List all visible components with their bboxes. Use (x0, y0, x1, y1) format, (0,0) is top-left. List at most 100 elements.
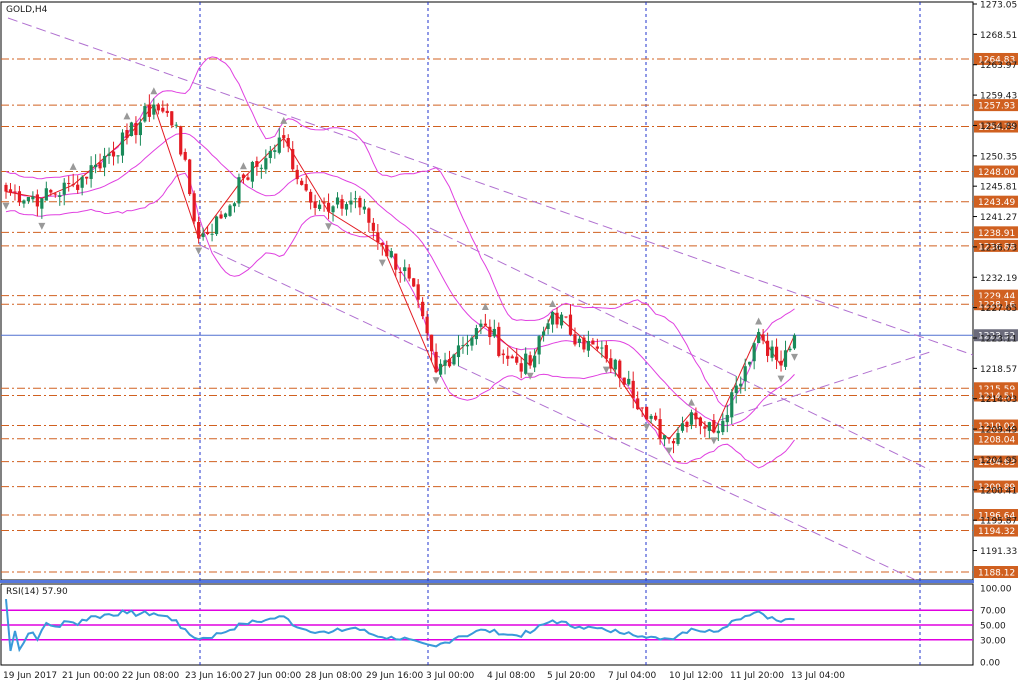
price-tick-label: 1245.81 (980, 183, 1017, 193)
candle-body (291, 149, 295, 170)
candle-body (371, 222, 375, 231)
candle-body (761, 334, 765, 341)
fractal-up-marker (481, 302, 489, 310)
current-price-label: 1223.52 (978, 332, 1015, 342)
bollinger-middle (5, 132, 795, 427)
candle-body (783, 350, 788, 367)
candle-body (658, 419, 662, 439)
level-label: 1204.63 (978, 458, 1015, 468)
price-tick-label: 1254.89 (980, 122, 1017, 132)
candle-body (474, 328, 478, 340)
candle-body (125, 130, 129, 139)
level-label-bg (974, 566, 1018, 578)
main-plot-area (0, 1, 974, 581)
fractal-up-marker (123, 112, 131, 120)
candle-body (416, 284, 420, 300)
candle-body (483, 323, 487, 326)
level-label-bg (974, 480, 1018, 493)
fractal-down-marker (432, 377, 440, 385)
candle-body (67, 183, 71, 185)
candle-body (197, 221, 201, 239)
candle-body (627, 378, 631, 385)
trend-line[interactable] (7, 17, 974, 356)
candle-body (385, 245, 389, 257)
candle-body (573, 334, 577, 345)
candle-body (129, 122, 134, 137)
candle-body (636, 398, 640, 410)
level-label: 1257.93 (978, 102, 1015, 112)
candle-body (600, 347, 604, 349)
level-label-bg (974, 455, 1018, 468)
candle-body (734, 385, 738, 394)
candle-body (8, 189, 13, 193)
candle-body (62, 182, 66, 195)
level-label-bg (974, 509, 1018, 522)
fractal-up-marker (150, 87, 158, 95)
candle-body (676, 433, 680, 444)
candle-body (102, 155, 107, 168)
candle-body (492, 328, 496, 337)
candle-body (519, 363, 523, 372)
candle-body (407, 267, 411, 279)
rsi-tick-label: 70.00 (980, 607, 1006, 617)
fractal-down-marker (777, 375, 785, 383)
candle-body (40, 198, 44, 209)
candle-body (667, 437, 671, 440)
candle-body (143, 106, 147, 122)
trend-line[interactable] (199, 244, 921, 583)
candle-body (237, 177, 241, 204)
level-label: 1228.16 (978, 301, 1015, 311)
candle-body (443, 360, 447, 366)
level-label-bg (974, 524, 1018, 537)
candle-body (542, 331, 546, 336)
candle-body (752, 343, 756, 362)
price-tick-label: 1259.43 (980, 92, 1017, 102)
candle-body (510, 356, 514, 359)
candle-body (313, 201, 317, 208)
candle-body (506, 355, 510, 359)
candle-body (712, 420, 716, 433)
time-axis: 19 Jun 2017 21 Jun 00:00 22 Jun 08:00 23 Ju… (3, 671, 845, 681)
candle-body (340, 199, 344, 209)
fractal-down-marker (526, 372, 534, 380)
candle-body (322, 202, 326, 204)
level-label: 1264.83 (978, 55, 1015, 65)
candle-body (707, 422, 711, 431)
fractal-down-marker (38, 222, 46, 230)
candle-body (394, 253, 398, 270)
level-label-bg (974, 432, 1018, 445)
level-label: 1200.89 (978, 483, 1015, 493)
time-tick-label: 10 Jul 12:00 (669, 671, 723, 681)
trend-line[interactable] (429, 227, 931, 471)
rsi-axis: 100.00 70.00 50.00 30.00 0.00 (980, 585, 1012, 669)
level-label: 1196.64 (978, 512, 1015, 522)
rsi-tick-label: 0.00 (980, 659, 1000, 669)
candle-body (703, 426, 707, 429)
level-label: 1214.51 (978, 392, 1015, 402)
candle-body (138, 122, 142, 136)
candle-body (470, 337, 474, 346)
candle-body (649, 415, 653, 419)
candle-body (524, 353, 528, 374)
candle-body (282, 135, 286, 139)
level-label: 1208.04 (978, 435, 1015, 445)
price-tick-label: 1218.57 (980, 365, 1017, 375)
time-tick-label: 21 Jun 00:00 (62, 671, 119, 681)
candle-body (219, 214, 223, 219)
candle-body (4, 184, 8, 192)
candle-body (680, 423, 685, 431)
candle-body (367, 208, 371, 223)
level-label: 1238.91 (978, 229, 1015, 239)
candle-body (268, 150, 272, 159)
candle-body (358, 197, 362, 208)
current-price-label-bg (974, 329, 1018, 342)
time-tick-label: 7 Jul 04:00 (608, 671, 657, 681)
candle-body (689, 412, 694, 425)
candle-body (286, 138, 290, 147)
candle-body (31, 196, 35, 200)
fractal-markers (2, 87, 798, 455)
candle-body (425, 316, 429, 334)
candle-body (309, 191, 313, 203)
rsi-line (5, 599, 795, 653)
